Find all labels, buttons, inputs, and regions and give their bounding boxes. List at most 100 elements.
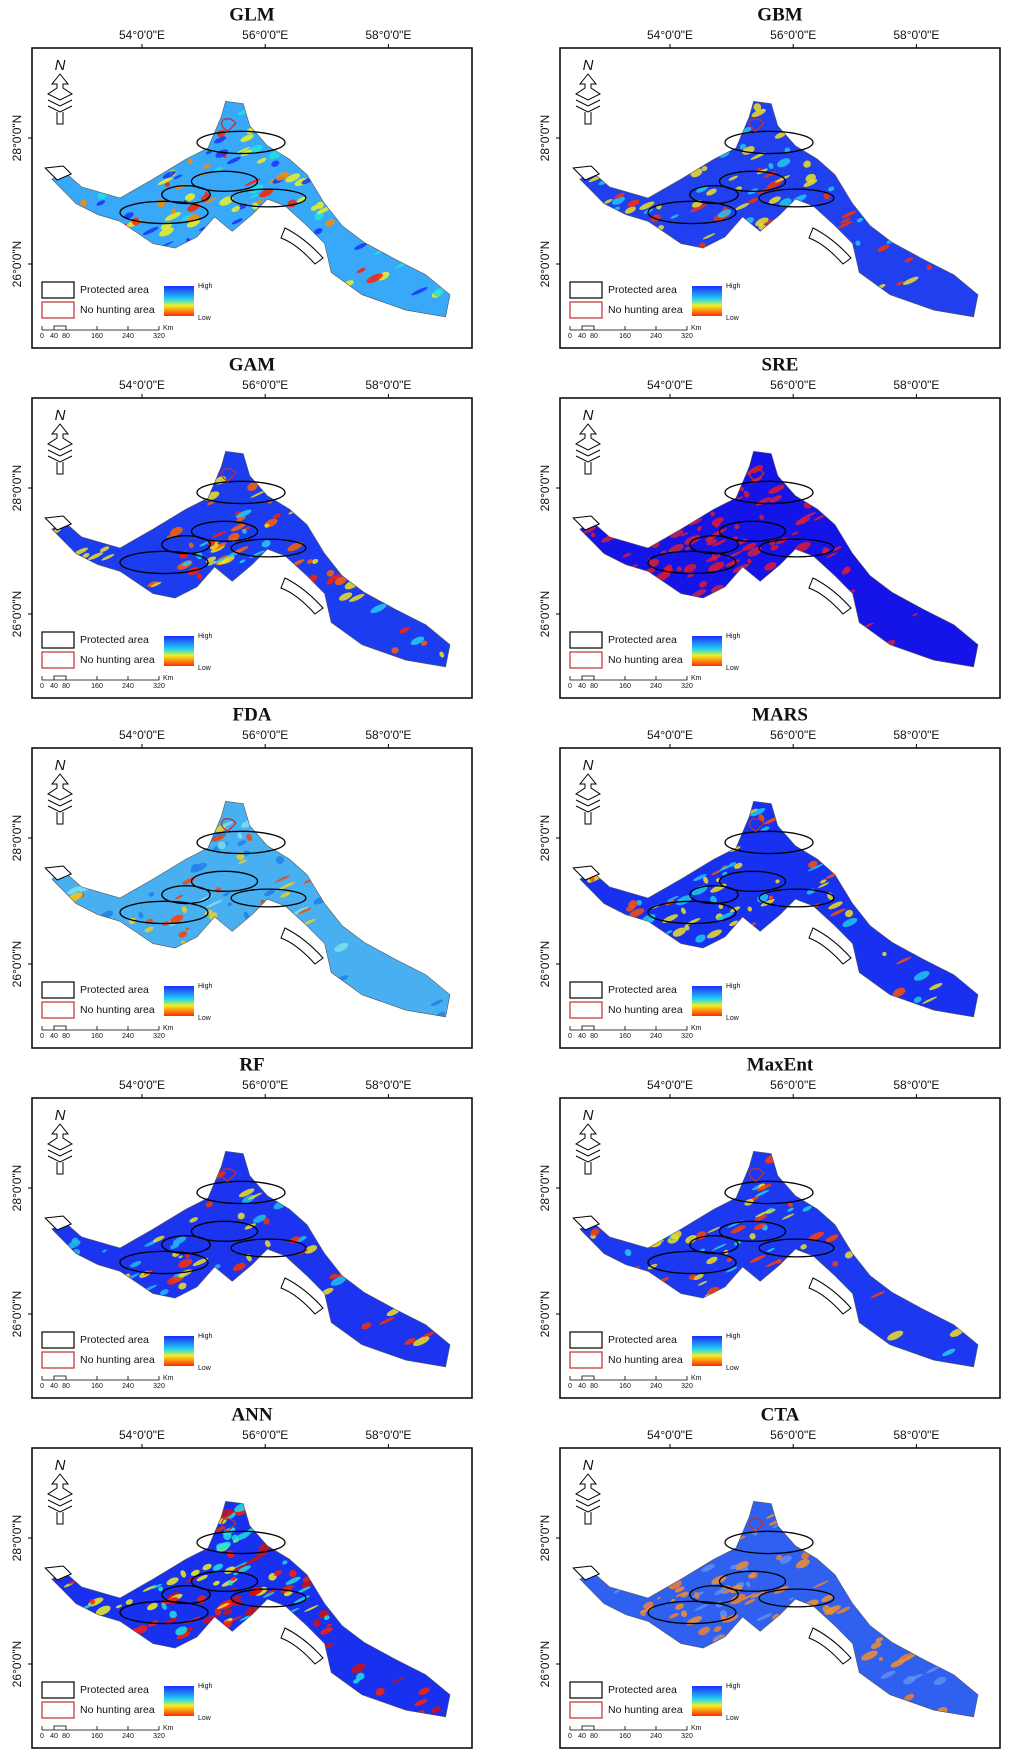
- north-label: N: [583, 1457, 594, 1474]
- scale-label: 240: [650, 1033, 662, 1040]
- panel-title: MaxEnt: [747, 1054, 814, 1075]
- map-panel: CTA54°0'0"E56°0'0"E58°0'0"E28°0'0"N26°0'…: [538, 1404, 1000, 1748]
- legend-no-hunting-label: No hunting area: [608, 1704, 683, 1716]
- scale-label: 0: [40, 1733, 44, 1740]
- lon-label: 58°0'0"E: [365, 378, 411, 392]
- legend-no-hunting-swatch: [570, 1702, 602, 1718]
- map-panel: MARS54°0'0"E56°0'0"E58°0'0"E28°0'0"N26°0…: [538, 704, 1000, 1048]
- legend-protected-swatch: [42, 282, 74, 298]
- legend-high: High: [726, 633, 741, 640]
- scale-label: 240: [650, 1383, 662, 1390]
- scale-label: 80: [62, 1383, 70, 1390]
- panel-title: SRE: [762, 354, 799, 375]
- legend-no-hunting-label: No hunting area: [80, 654, 155, 666]
- scale-label: 320: [153, 1033, 165, 1040]
- panel-title: ANN: [231, 1404, 272, 1425]
- lat-label: 26°0'0"N: [538, 1641, 552, 1688]
- legend-low: Low: [726, 315, 740, 322]
- scale-label: 80: [590, 683, 598, 690]
- legend-high: High: [726, 983, 741, 990]
- lon-label: 54°0'0"E: [119, 28, 165, 42]
- lat-label: 28°0'0"N: [10, 115, 24, 162]
- scale-label: 40: [578, 1383, 586, 1390]
- scale-label: 320: [681, 1383, 693, 1390]
- scale-label: 40: [578, 683, 586, 690]
- scale-label: 80: [590, 1733, 598, 1740]
- scale-label: 240: [122, 1033, 134, 1040]
- legend-protected-swatch: [570, 282, 602, 298]
- legend-high: High: [726, 1333, 741, 1340]
- panel-title: GAM: [229, 354, 276, 375]
- scale-unit: Km: [691, 1025, 702, 1032]
- legend-protected-label: Protected area: [608, 984, 677, 996]
- scale-label: 0: [40, 1383, 44, 1390]
- legend-low: Low: [198, 315, 212, 322]
- north-label: N: [583, 57, 594, 74]
- scale-unit: Km: [691, 1375, 702, 1382]
- lon-label: 54°0'0"E: [647, 1078, 693, 1092]
- lat-label: 28°0'0"N: [10, 815, 24, 862]
- scale-label: 320: [681, 683, 693, 690]
- map-panel: GLM54°0'0"E56°0'0"E58°0'0"E28°0'0"N26°0'…: [10, 4, 472, 348]
- lat-label: 26°0'0"N: [10, 1641, 24, 1688]
- legend-high: High: [198, 1333, 213, 1340]
- legend-high: High: [198, 633, 213, 640]
- scale-label: 240: [650, 1733, 662, 1740]
- scale-label: 240: [122, 1383, 134, 1390]
- scale-label: 40: [578, 1733, 586, 1740]
- scale-label: 0: [40, 683, 44, 690]
- lon-label: 56°0'0"E: [770, 28, 816, 42]
- legend-protected-swatch: [42, 1682, 74, 1698]
- scale-label: 40: [50, 333, 58, 340]
- legend-protected-label: Protected area: [608, 1684, 677, 1696]
- lon-label: 54°0'0"E: [119, 1428, 165, 1442]
- map-panel: ANN54°0'0"E56°0'0"E58°0'0"E28°0'0"N26°0'…: [10, 1404, 472, 1748]
- scale-label: 160: [91, 333, 103, 340]
- scale-unit: Km: [163, 1375, 174, 1382]
- legend-no-hunting-label: No hunting area: [80, 1354, 155, 1366]
- lat-label: 28°0'0"N: [10, 1165, 24, 1212]
- legend-protected-swatch: [570, 1332, 602, 1348]
- lon-label: 58°0'0"E: [893, 1428, 939, 1442]
- lon-label: 54°0'0"E: [647, 1428, 693, 1442]
- legend-protected-swatch: [42, 982, 74, 998]
- legend-protected-label: Protected area: [80, 1334, 149, 1346]
- scale-label: 0: [568, 683, 572, 690]
- lat-label: 26°0'0"N: [10, 241, 24, 288]
- panel-title: FDA: [232, 704, 271, 725]
- scale-label: 80: [62, 1033, 70, 1040]
- lon-label: 56°0'0"E: [242, 1078, 288, 1092]
- scale-label: 320: [153, 333, 165, 340]
- scale-label: 80: [62, 333, 70, 340]
- legend-low: Low: [198, 1015, 212, 1022]
- legend-protected-label: Protected area: [80, 284, 149, 296]
- legend-protected-label: Protected area: [608, 284, 677, 296]
- scale-unit: Km: [691, 1725, 702, 1732]
- scale-label: 80: [590, 333, 598, 340]
- legend-no-hunting-swatch: [570, 1352, 602, 1368]
- legend-no-hunting-swatch: [42, 1702, 74, 1718]
- panel-title: GBM: [757, 4, 802, 25]
- legend-no-hunting-label: No hunting area: [608, 1004, 683, 1016]
- lon-label: 56°0'0"E: [242, 1428, 288, 1442]
- legend-no-hunting-swatch: [42, 1002, 74, 1018]
- north-label: N: [55, 407, 66, 424]
- scale-label: 0: [568, 1033, 572, 1040]
- scale-label: 320: [681, 333, 693, 340]
- map-panel: GAM54°0'0"E56°0'0"E58°0'0"E28°0'0"N26°0'…: [10, 354, 472, 698]
- scale-label: 160: [91, 683, 103, 690]
- legend-no-hunting-label: No hunting area: [80, 1704, 155, 1716]
- north-label: N: [55, 57, 66, 74]
- map-panel: FDA54°0'0"E56°0'0"E58°0'0"E28°0'0"N26°0'…: [10, 704, 472, 1048]
- scale-label: 40: [50, 683, 58, 690]
- scale-label: 80: [590, 1033, 598, 1040]
- lat-label: 28°0'0"N: [538, 465, 552, 512]
- north-label: N: [55, 1457, 66, 1474]
- lat-label: 26°0'0"N: [538, 941, 552, 988]
- legend-high: High: [726, 1683, 741, 1690]
- legend-ramp: [164, 1336, 194, 1366]
- scale-label: 240: [650, 333, 662, 340]
- north-label: N: [583, 757, 594, 774]
- scale-label: 240: [122, 683, 134, 690]
- lon-label: 54°0'0"E: [647, 378, 693, 392]
